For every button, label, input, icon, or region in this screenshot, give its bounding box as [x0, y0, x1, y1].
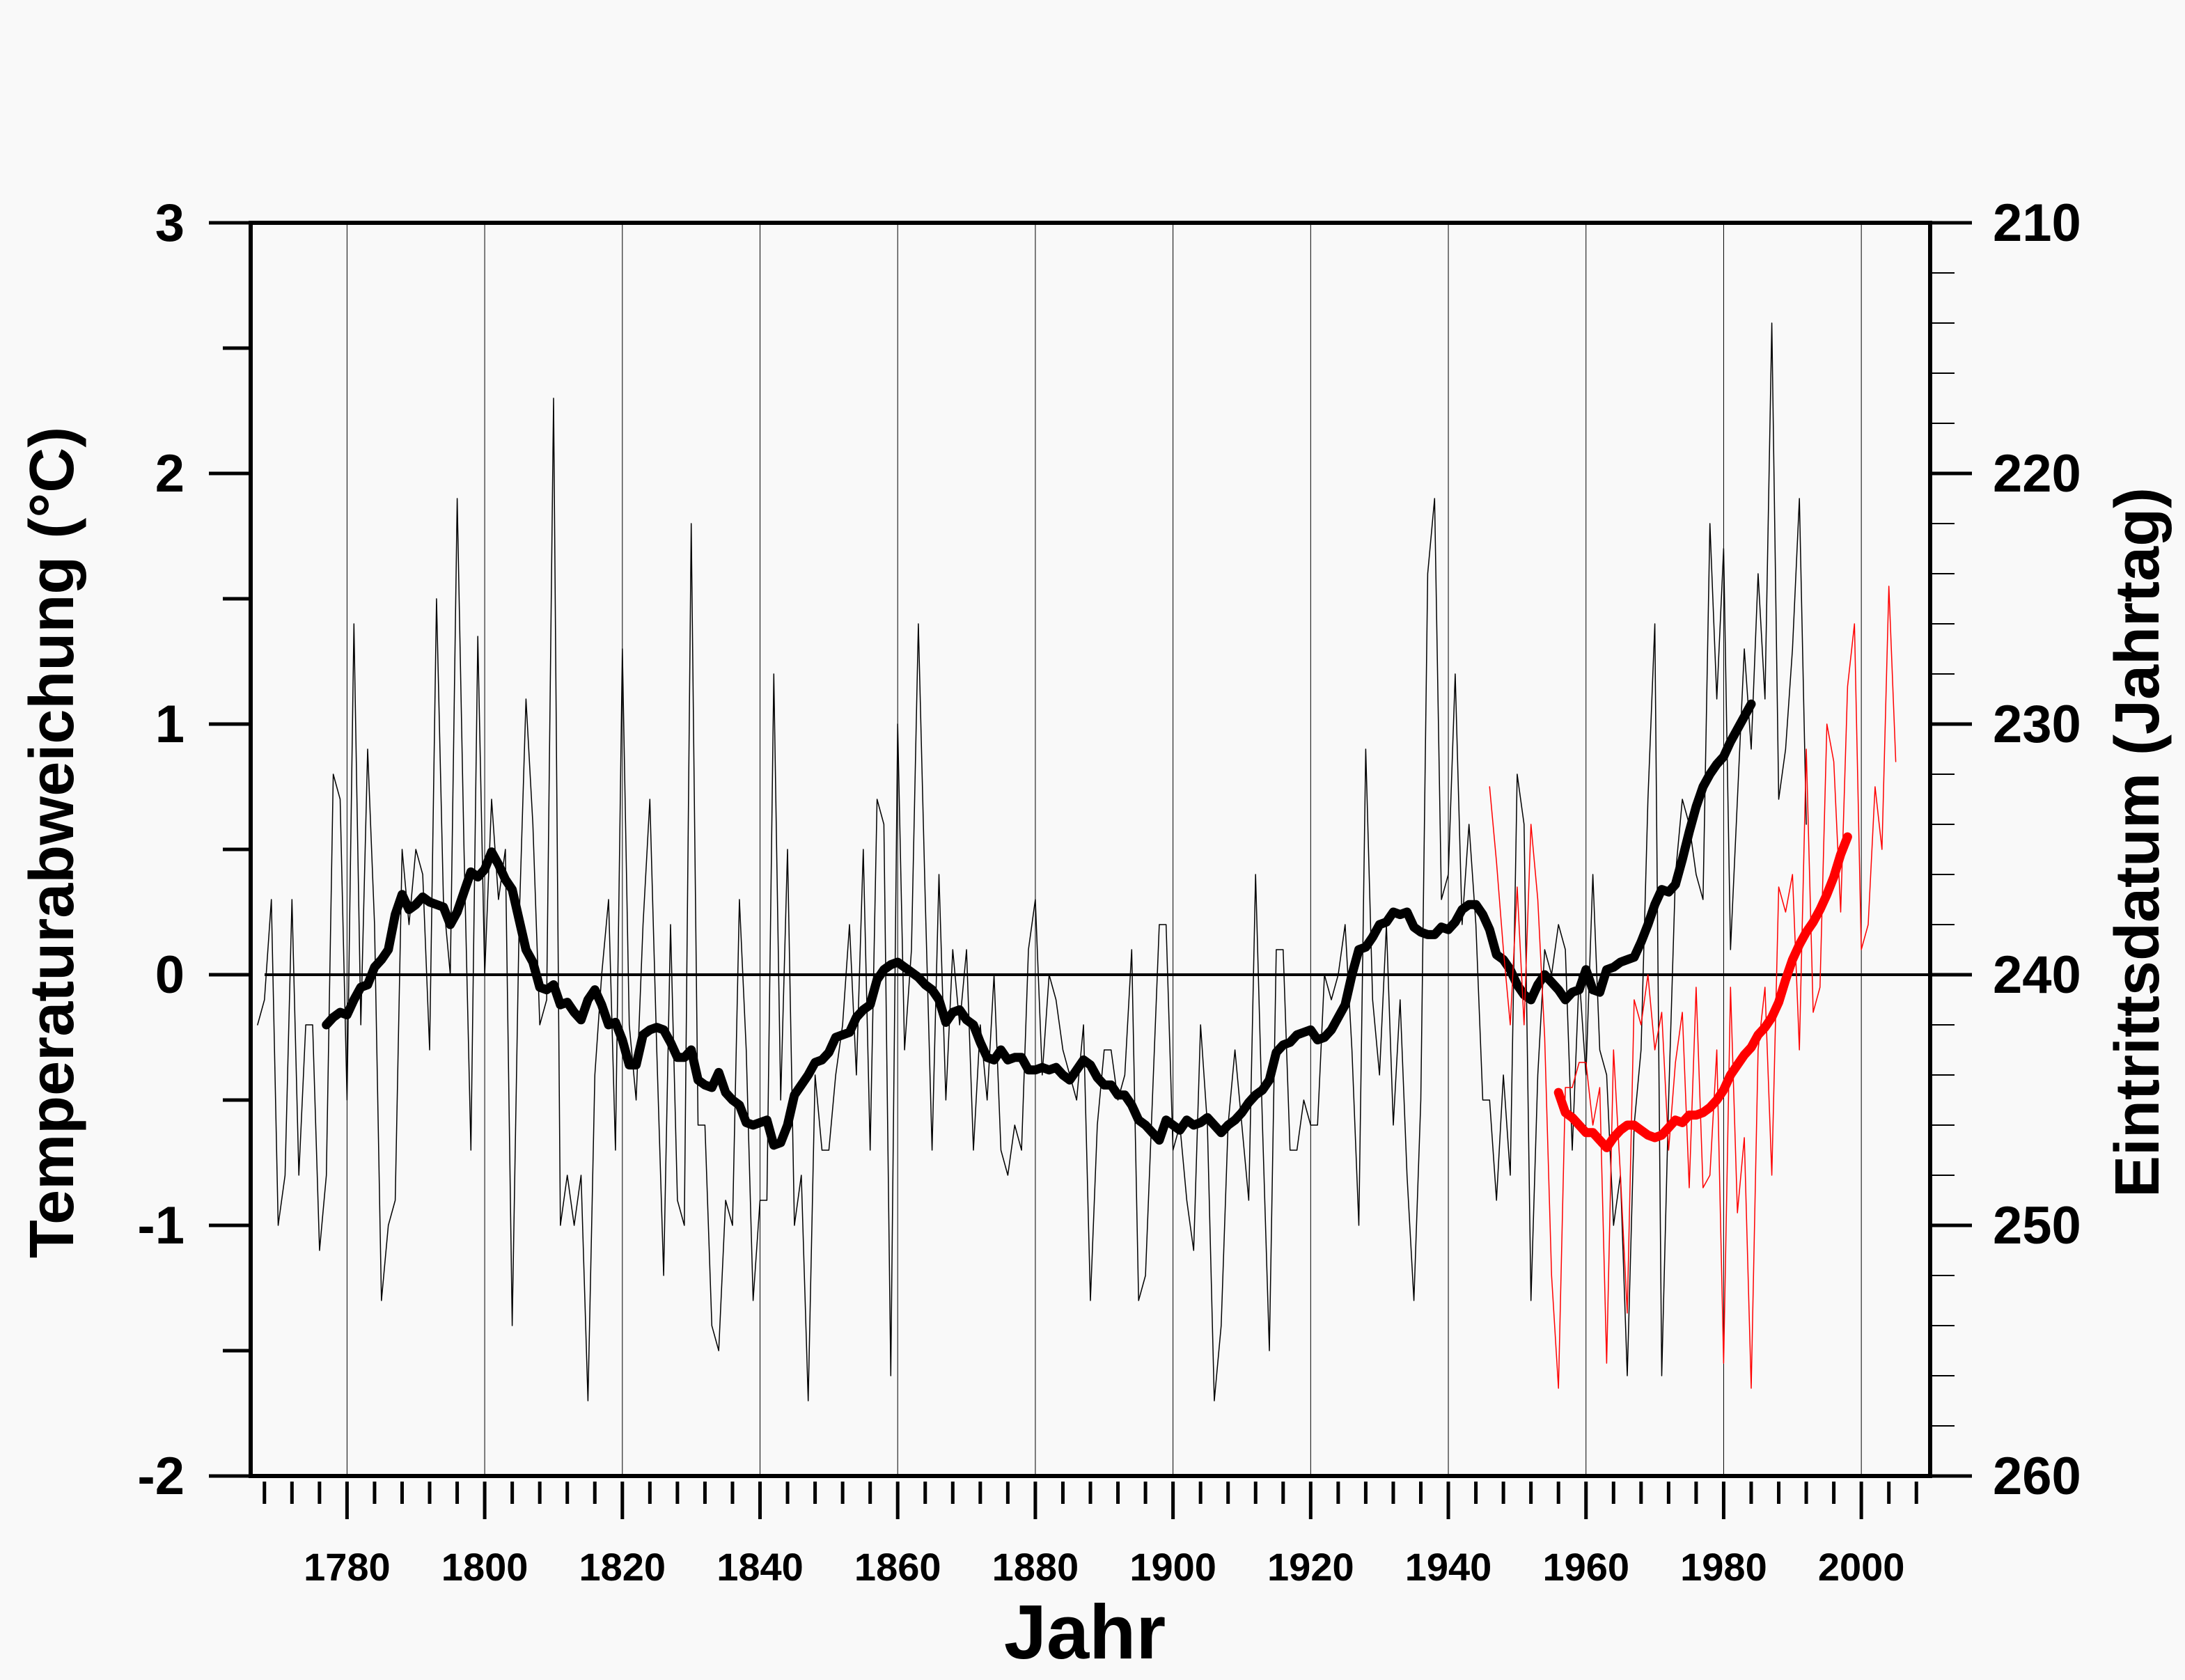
x-tick-label-1880: 1880 — [992, 1545, 1079, 1589]
x-tick-label-1800: 1800 — [441, 1545, 528, 1589]
y-tick-label--1: -1 — [137, 1196, 185, 1255]
x-tick-label-1820: 1820 — [579, 1545, 666, 1589]
y2-tick-label-250: 250 — [1993, 1196, 2081, 1255]
y-axis-title: Temperaturabweichung (°C) — [17, 427, 87, 1258]
x-tick-label-2000: 2000 — [1818, 1545, 1905, 1589]
series-line-3 — [1553, 832, 1852, 1152]
x-tick-label-1960: 1960 — [1542, 1545, 1629, 1589]
y2-axis-title: Eintrittsdatum (Jahrtag) — [2103, 487, 2172, 1198]
y2-tick-label-210: 210 — [1993, 194, 2081, 253]
y2-tick-label-260: 260 — [1993, 1447, 2081, 1506]
y2-tick-label-240: 240 — [1993, 945, 2081, 1005]
x-axis-title: Jahr — [1004, 1589, 1166, 1675]
series-line-2 — [1489, 586, 1897, 1389]
x-tick-label-1780: 1780 — [304, 1545, 391, 1589]
y-tick-label-0: 0 — [155, 945, 185, 1005]
data-series — [257, 322, 1897, 1402]
x-tick-label-1840: 1840 — [716, 1545, 804, 1589]
y2-tick-label-230: 230 — [1993, 695, 2081, 754]
x-tick-label-1940: 1940 — [1405, 1545, 1492, 1589]
x-tick-label-1920: 1920 — [1267, 1545, 1354, 1589]
vertical-gridlines — [346, 223, 1862, 1476]
x-tick-label-1860: 1860 — [854, 1545, 941, 1589]
x-tick-label-1900: 1900 — [1129, 1545, 1216, 1589]
x-tick-label-1980: 1980 — [1680, 1545, 1767, 1589]
series-line-1 — [322, 699, 1756, 1150]
axes: 1780 1800 1820 1840 1860 1880 1900 1920 1940 1960… — [137, 194, 2081, 1589]
y-tick-label-1: 1 — [155, 695, 185, 754]
y-tick-label--2: -2 — [137, 1447, 185, 1506]
y-tick-label-3: 3 — [155, 194, 185, 253]
series-line-0 — [257, 322, 1807, 1402]
y2-tick-label-220: 220 — [1993, 444, 2081, 503]
y-tick-label-2: 2 — [155, 444, 185, 503]
